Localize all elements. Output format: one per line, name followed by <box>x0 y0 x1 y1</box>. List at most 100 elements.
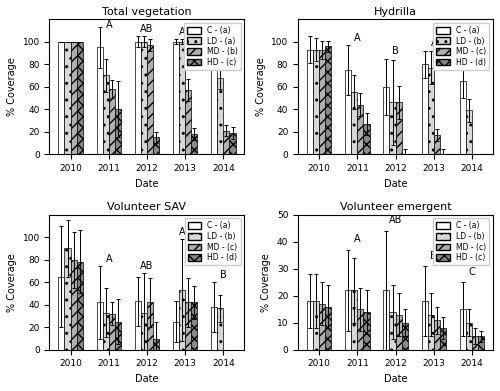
Legend: C - (a), LD - (a), MD - (b), HD - (c): C - (a), LD - (a), MD - (b), HD - (c) <box>184 23 240 70</box>
Bar <box>434 135 440 154</box>
Text: B: B <box>220 29 226 39</box>
Bar <box>96 303 102 350</box>
Bar <box>192 303 198 350</box>
Text: C: C <box>468 267 475 277</box>
Bar <box>58 276 64 350</box>
Bar <box>313 50 319 154</box>
Bar <box>384 87 390 154</box>
X-axis label: Date: Date <box>384 179 407 188</box>
Title: Hydrilla: Hydrilla <box>374 7 417 17</box>
Bar <box>472 336 478 350</box>
Bar <box>217 78 224 154</box>
Bar <box>211 41 217 154</box>
Bar <box>141 313 147 350</box>
Bar <box>70 260 76 350</box>
Text: AB: AB <box>178 227 192 237</box>
Bar <box>390 312 396 350</box>
Text: A: A <box>430 38 437 48</box>
Bar <box>396 315 402 350</box>
Legend: C - (a), LD - (b), MD - (c), HD - (d): C - (a), LD - (b), MD - (c), HD - (d) <box>184 219 240 265</box>
Bar <box>422 64 428 154</box>
Bar <box>147 45 153 154</box>
Bar <box>307 50 313 154</box>
Bar <box>402 323 408 350</box>
Bar <box>384 290 390 350</box>
Text: AB: AB <box>140 24 153 34</box>
Text: B: B <box>220 270 226 280</box>
Bar <box>76 41 83 154</box>
Bar <box>70 41 76 154</box>
Bar <box>466 110 472 154</box>
Bar <box>460 81 466 154</box>
Text: AB: AB <box>389 215 402 226</box>
Bar <box>134 41 141 154</box>
Title: Volunteer emergent: Volunteer emergent <box>340 203 452 212</box>
Bar <box>345 70 352 154</box>
Bar <box>358 309 364 350</box>
Bar <box>440 328 446 350</box>
Bar <box>179 41 185 154</box>
Bar <box>319 50 326 154</box>
Bar <box>478 336 484 350</box>
Text: B: B <box>392 46 399 56</box>
Bar <box>326 46 332 154</box>
Bar <box>352 92 358 154</box>
Bar <box>352 290 358 350</box>
Bar <box>396 102 402 154</box>
Bar <box>326 307 332 350</box>
X-axis label: Date: Date <box>384 374 407 384</box>
Y-axis label: % Coverage: % Coverage <box>7 57 17 116</box>
Bar <box>115 109 121 154</box>
Bar <box>115 322 121 350</box>
Title: Total vegetation: Total vegetation <box>102 7 192 17</box>
Bar <box>364 124 370 154</box>
Text: A: A <box>354 234 360 244</box>
Bar <box>460 309 466 350</box>
Bar <box>76 262 83 350</box>
Bar <box>109 314 115 350</box>
Bar <box>319 304 326 350</box>
Bar <box>211 307 217 350</box>
Bar <box>428 315 434 350</box>
Text: B: B <box>468 52 475 62</box>
Bar <box>358 105 364 154</box>
Bar <box>185 90 192 154</box>
Legend: C - (a), LD - (b), MD - (c), HD - (d): C - (a), LD - (b), MD - (c), HD - (d) <box>433 23 489 70</box>
Y-axis label: % Coverage: % Coverage <box>262 253 272 312</box>
Bar <box>102 313 109 350</box>
Bar <box>64 41 70 154</box>
X-axis label: Date: Date <box>135 374 158 384</box>
Bar <box>217 308 224 350</box>
Bar <box>428 68 434 154</box>
Bar <box>179 290 185 350</box>
Bar <box>422 301 428 350</box>
Text: B: B <box>430 251 437 260</box>
Bar <box>96 47 102 154</box>
Bar <box>313 301 319 350</box>
Bar <box>224 131 230 154</box>
Text: A: A <box>106 20 112 30</box>
Y-axis label: % Coverage: % Coverage <box>256 57 266 116</box>
Bar <box>345 290 352 350</box>
Bar <box>153 339 159 350</box>
Bar <box>230 133 235 154</box>
Legend: C - (a), LD - (b), MD - (c), HD - (c): C - (a), LD - (b), MD - (c), HD - (c) <box>433 219 489 265</box>
Bar <box>434 320 440 350</box>
Bar <box>134 301 141 350</box>
Bar <box>141 41 147 154</box>
Y-axis label: % Coverage: % Coverage <box>7 253 17 312</box>
Bar <box>147 303 153 350</box>
Bar <box>153 137 159 154</box>
Bar <box>192 134 198 154</box>
Bar <box>102 75 109 154</box>
Bar <box>64 248 70 350</box>
Bar <box>173 322 179 350</box>
Bar <box>185 303 192 350</box>
Bar <box>58 41 64 154</box>
Bar <box>109 89 115 154</box>
Text: A: A <box>106 254 112 264</box>
Bar <box>173 41 179 154</box>
X-axis label: Date: Date <box>135 179 158 188</box>
Bar <box>390 102 396 154</box>
Bar <box>466 323 472 350</box>
